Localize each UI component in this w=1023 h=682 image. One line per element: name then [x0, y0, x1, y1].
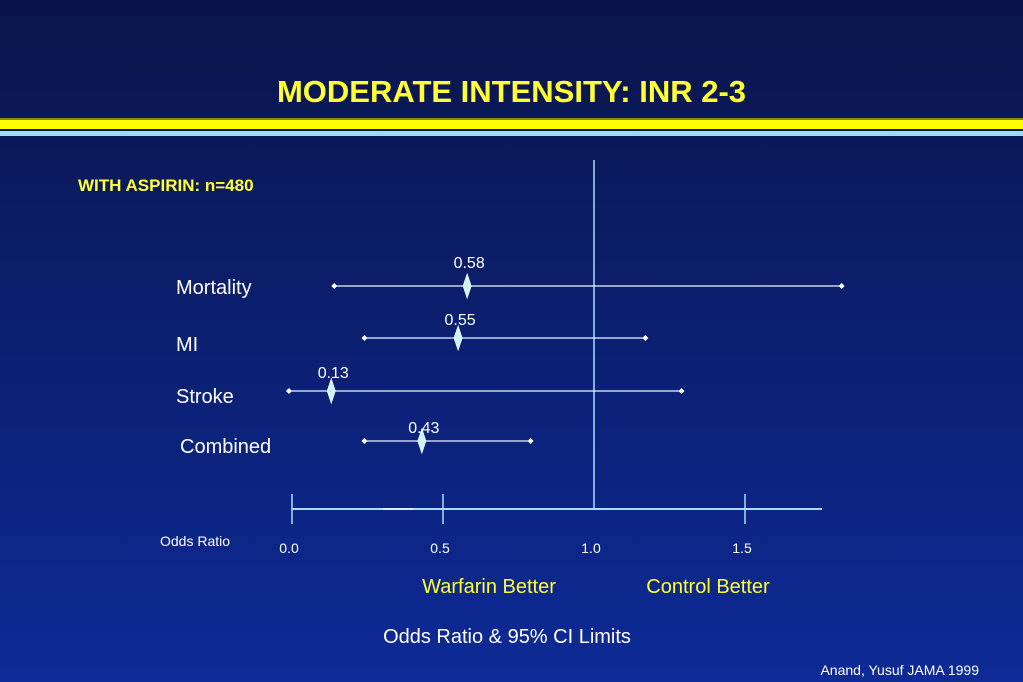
point-estimate-marker: [326, 377, 336, 405]
slide-title: MODERATE INTENSITY: INR 2-3: [276, 74, 747, 109]
point-estimate-marker: [462, 272, 472, 300]
row-label: MI: [176, 334, 198, 356]
row-label: Combined: [180, 436, 271, 458]
x-tick-label: 0.5: [430, 540, 450, 556]
point-estimate-marker: [453, 324, 463, 352]
title-band-cyan: [0, 131, 1023, 136]
x-axis-title: Odds Ratio & 95% CI Limits: [383, 626, 631, 648]
ci-low-cap: [361, 438, 368, 444]
ci-low-cap: [331, 283, 338, 289]
chart-subtitle: WITH ASPIRIN: n=480: [78, 176, 254, 195]
row-label: Stroke: [176, 386, 234, 408]
ci-high-cap: [527, 438, 534, 444]
estimate-label: 0.58: [454, 255, 485, 272]
x-tick-label: 0.0: [279, 540, 299, 556]
citation: Anand, Yusuf JAMA 1999: [820, 662, 979, 678]
ci-high-cap: [678, 388, 685, 394]
estimate-label: 0.55: [445, 312, 476, 329]
x-tick-label: 1.5: [732, 540, 752, 556]
row-label: Mortality: [176, 277, 252, 299]
axis-name-label: Odds Ratio: [160, 533, 230, 549]
estimate-label: 0.43: [408, 420, 439, 437]
title-band-yellow: [0, 120, 1023, 129]
ci-low-cap: [361, 335, 368, 341]
title-band-shadow: [0, 118, 1023, 120]
control-better-label: Control Better: [646, 576, 770, 598]
ci-high-cap: [642, 335, 649, 341]
ci-low-cap: [285, 388, 292, 394]
point-estimate-marker: [417, 427, 427, 455]
warfarin-better-label: Warfarin Better: [422, 576, 556, 598]
x-tick-label: 1.0: [581, 540, 601, 556]
estimate-label: 0.13: [318, 365, 349, 382]
ci-high-cap: [838, 283, 845, 289]
